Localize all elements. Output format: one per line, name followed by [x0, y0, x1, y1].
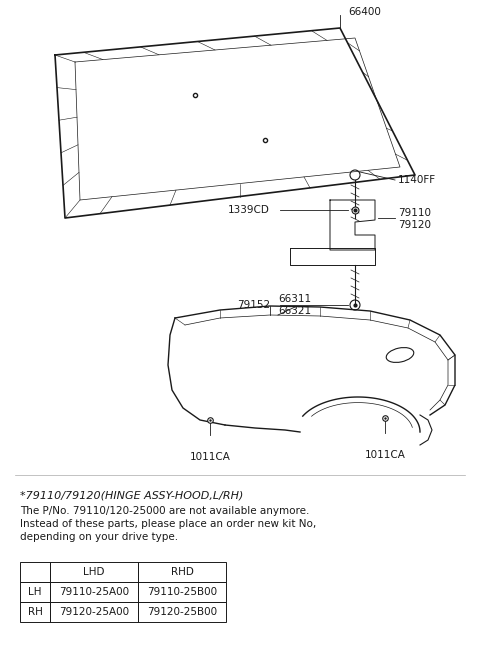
- Text: 79120: 79120: [398, 220, 431, 230]
- Bar: [50, 582, 138, 602]
- Bar: [50, 562, 138, 582]
- Text: LHD: LHD: [83, 567, 105, 577]
- Text: 79110-25B00: 79110-25B00: [147, 587, 217, 597]
- Text: depending on your drive type.: depending on your drive type.: [20, 532, 178, 542]
- Bar: [20, 602, 50, 622]
- Bar: [138, 582, 226, 602]
- Bar: [20, 582, 50, 602]
- Bar: [138, 562, 226, 582]
- Text: 1140FF: 1140FF: [398, 175, 436, 185]
- Text: RHD: RHD: [170, 567, 193, 577]
- Text: Instead of these parts, please place an order new kit No,: Instead of these parts, please place an …: [20, 519, 316, 529]
- Text: 79120-25B00: 79120-25B00: [147, 607, 217, 617]
- Text: The P/No. 79110/120-25000 are not available anymore.: The P/No. 79110/120-25000 are not availa…: [20, 506, 310, 516]
- Text: 66311: 66311: [278, 294, 312, 304]
- Bar: [20, 562, 50, 582]
- Text: 1339CD: 1339CD: [228, 205, 270, 215]
- Text: LH: LH: [28, 587, 42, 597]
- Text: 79110-25A00: 79110-25A00: [59, 587, 129, 597]
- Text: 66400: 66400: [348, 7, 381, 17]
- Text: 79152: 79152: [237, 300, 270, 310]
- Text: 1011CA: 1011CA: [365, 450, 406, 460]
- Bar: [50, 602, 138, 622]
- Text: *79110/79120(HINGE ASSY-HOOD,L/RH): *79110/79120(HINGE ASSY-HOOD,L/RH): [20, 490, 243, 500]
- Bar: [138, 602, 226, 622]
- Text: 79120-25A00: 79120-25A00: [59, 607, 129, 617]
- Text: 79110: 79110: [398, 208, 431, 218]
- Text: RH: RH: [27, 607, 42, 617]
- Text: 66321: 66321: [278, 306, 312, 316]
- Text: 1011CA: 1011CA: [190, 452, 230, 462]
